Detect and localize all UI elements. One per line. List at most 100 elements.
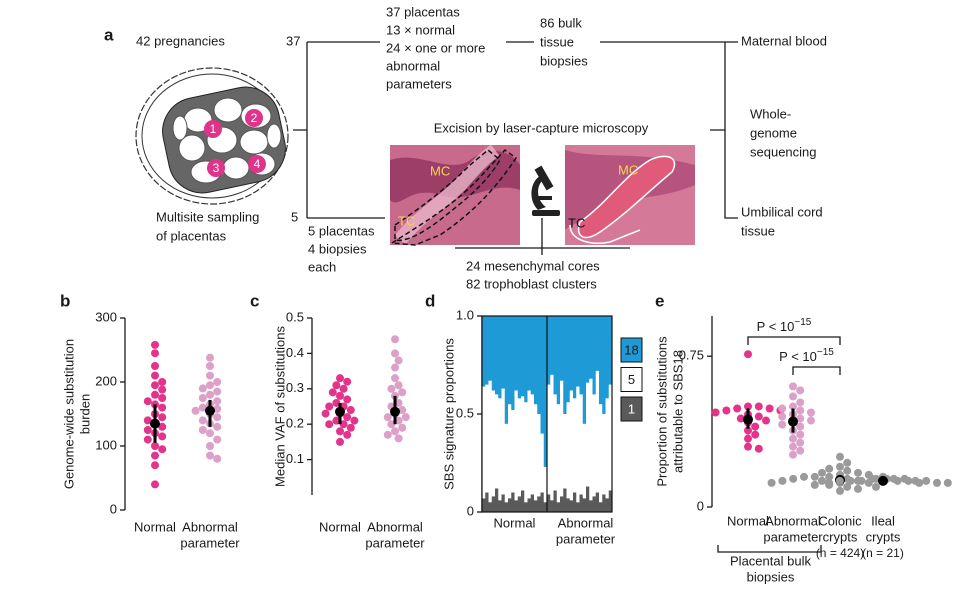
data-point [213,454,222,463]
data-point [151,451,159,460]
bar-segment [592,496,597,512]
microscope-icon [531,165,560,216]
data-point [383,413,392,422]
bar-segment [602,494,606,512]
data-point [810,472,819,481]
y-tick-label: 0.5 [456,405,474,420]
data-point [843,482,852,491]
data-point [843,458,852,467]
data-point [810,480,819,489]
bar-segment [521,490,525,512]
data-point [213,404,222,413]
data-point [744,434,752,443]
data-point [394,381,403,390]
data-point [151,480,159,489]
y-tick-label: 100 [95,437,117,452]
data-point [751,422,760,431]
biopsy-number: 2 [251,111,258,125]
bar-segment [586,316,590,383]
x-tick-label: Normal [727,513,769,528]
data-point [825,478,833,487]
label: 82 trophoblast clusters [466,276,597,291]
data-point [778,404,787,413]
y-tick-label: 0.2 [286,416,304,431]
y-tick-label: 0.75 [679,348,704,363]
dissection-outline [389,149,518,246]
bar-segment [566,498,571,512]
data-point [158,432,167,441]
summary-point [150,418,160,429]
data-point [796,414,805,423]
data-point [818,468,826,477]
bar-segment [599,316,603,405]
data-point [754,402,763,411]
label: 4 biopsies [308,241,367,256]
significance-label: P < 10−15 [779,347,834,365]
bar-segment [491,496,496,512]
data-point [394,434,403,443]
biopsy-number: 3 [213,161,220,175]
data-point [191,406,200,415]
bar-segment [495,394,499,489]
bar-segment [498,500,502,512]
data-point [213,378,222,386]
data-point [332,416,341,425]
y-tick-label: 0.3 [286,380,304,395]
data-point [398,406,407,415]
bar-segment [530,494,535,512]
bar-segment [599,404,603,503]
data-point [143,426,152,434]
bar-segment [511,410,515,493]
data-point [398,423,407,432]
label: sequencing [750,144,817,159]
y-axis-label: burden [77,394,92,434]
data-point [346,406,355,415]
bar-segment [605,316,610,399]
data-point [143,397,152,406]
data-point [744,350,752,359]
bar-segment [566,402,571,499]
data-point [391,363,399,372]
bar-segment [485,316,489,385]
data-point [836,486,844,495]
bar-segment [527,390,532,499]
data-point [346,423,355,432]
data-point [778,476,787,485]
x-tick-label: crypts [823,529,858,544]
data-point [213,387,222,396]
bar-segment [495,316,499,395]
bar-segment [537,414,541,497]
bar-segment [514,390,519,501]
dissection-outline [578,155,676,239]
data-point [398,388,407,397]
legend-label: 5 [628,372,635,387]
data-point [336,427,344,436]
data-point [796,386,805,395]
bar-segment [556,502,561,512]
data-point [206,362,214,370]
y-tick-label: 0 [697,498,704,513]
data-point [198,403,207,412]
data-point [736,414,745,423]
x-tick-label: crypts [866,529,901,544]
data-point [325,420,334,429]
bar-segment [508,498,512,512]
data-point [339,420,348,429]
bar-segment [569,390,574,501]
summary-point [390,406,400,417]
x-tick-label: Abnormal [182,519,238,534]
bar-segment [521,316,525,397]
group-label: biopsies [747,569,795,584]
bar-segment [517,316,522,399]
bar-segment [504,502,509,512]
x-tick-label: Ileal [871,513,895,528]
label: genome [750,125,797,140]
bar-segment [547,494,551,512]
p-value: P < 10 [757,319,795,334]
bar-segment [563,316,567,414]
data-point [933,478,941,487]
bar-segment [530,316,535,395]
data-point [343,430,352,439]
data-point [206,381,214,390]
data-point [325,402,334,411]
